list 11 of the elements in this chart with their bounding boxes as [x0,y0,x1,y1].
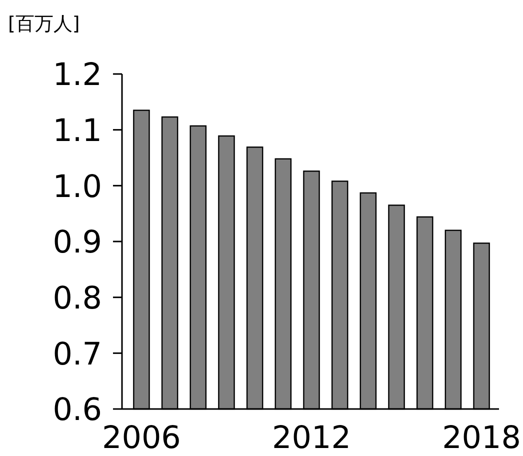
y-tick-label: 0.9 [52,224,102,261]
y-tick-label: 1.1 [52,112,102,149]
y-tick-label: 0.8 [52,280,102,316]
x-tick-label: 2006 [102,420,181,456]
y-tick-label: 0.7 [52,336,102,372]
y-axis-title: [百万人] [8,13,80,35]
y-tick-label: 0.6 [52,392,102,428]
x-tick-label: 2018 [442,420,521,456]
x-tick-label: 2012 [272,420,351,456]
y-tick-label: 1.2 [52,57,102,94]
y-tick-label: 1.0 [52,168,102,205]
